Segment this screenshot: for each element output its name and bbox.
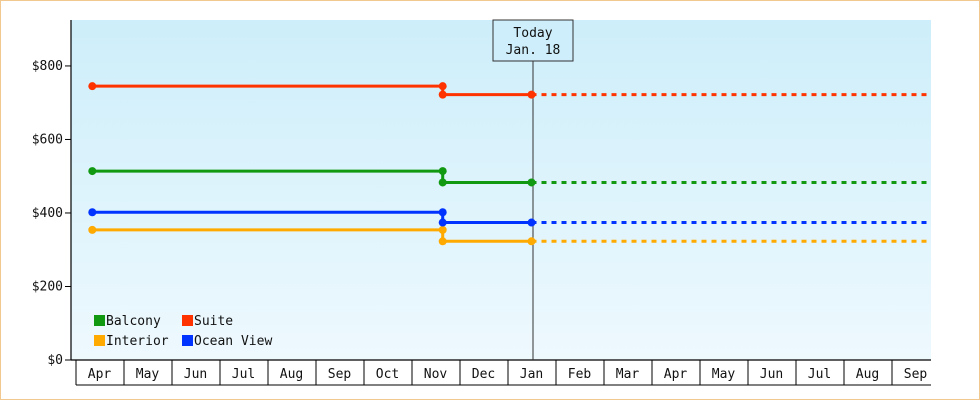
x-tick-label: Apr — [88, 367, 112, 382]
x-tick-label: Mar — [616, 367, 640, 382]
x-tick-label: Jul — [808, 367, 831, 382]
today-label-box — [492, 19, 574, 62]
legend-label-suite: Suite — [194, 314, 233, 329]
series-point-suite — [438, 90, 447, 99]
y-tick-label: $600 — [32, 132, 63, 147]
series-point-interior — [88, 225, 97, 234]
x-tick-label: Aug — [856, 367, 879, 382]
series-point-interior — [438, 237, 447, 246]
legend-label-ocean-view: Ocean View — [194, 334, 272, 349]
x-tick-label: May — [712, 367, 736, 382]
series-point-suite — [88, 82, 97, 91]
legend-swatch-interior — [94, 335, 105, 346]
series-point-suite — [438, 82, 447, 91]
series-line-ocean-view — [92, 210, 532, 225]
today-label-line1: Today — [513, 26, 552, 41]
legend-swatch-balcony — [94, 315, 105, 326]
x-tick-label: Sep — [904, 367, 928, 382]
series-point-balcony — [438, 178, 447, 187]
series-point-ocean-view — [438, 208, 447, 217]
today-label-line2: Jan. 18 — [506, 43, 561, 58]
series-line-interior — [92, 228, 532, 243]
plot-area — [71, 20, 931, 360]
x-tick-label: Apr — [664, 367, 688, 382]
series-point-balcony — [438, 167, 447, 176]
x-tick-label: May — [136, 367, 160, 382]
series-line-suite — [92, 84, 532, 97]
x-tick-label: Sep — [328, 367, 352, 382]
legend-label-balcony: Balcony — [106, 314, 161, 329]
series-point-balcony — [88, 167, 97, 176]
y-tick-label: $800 — [32, 59, 63, 74]
y-tick-label: $0 — [47, 353, 63, 368]
x-tick-label: Feb — [568, 367, 592, 382]
legend-swatch-ocean-view — [182, 335, 193, 346]
x-tick-label: Nov — [424, 367, 448, 382]
x-tick-label: Oct — [376, 367, 399, 382]
series-point-interior — [438, 225, 447, 234]
x-tick-label: Jan — [520, 367, 543, 382]
x-tick-label: Aug — [280, 367, 303, 382]
y-tick-label: $200 — [32, 279, 63, 294]
x-tick-label: Jun — [760, 367, 783, 382]
series-line-balcony — [92, 169, 532, 184]
series-point-suite — [527, 90, 536, 99]
series-point-ocean-view — [527, 218, 536, 227]
series-point-ocean-view — [438, 218, 447, 227]
legend-swatch-suite — [182, 315, 193, 326]
legend-label-interior: Interior — [106, 334, 169, 349]
series-point-balcony — [527, 178, 536, 187]
y-tick-label: $400 — [32, 206, 63, 221]
x-tick-label: Jul — [232, 367, 255, 382]
x-tick-label: Jun — [184, 367, 207, 382]
series-point-interior — [527, 237, 536, 246]
series-point-ocean-view — [88, 208, 97, 217]
x-tick-label: Dec — [472, 367, 495, 382]
